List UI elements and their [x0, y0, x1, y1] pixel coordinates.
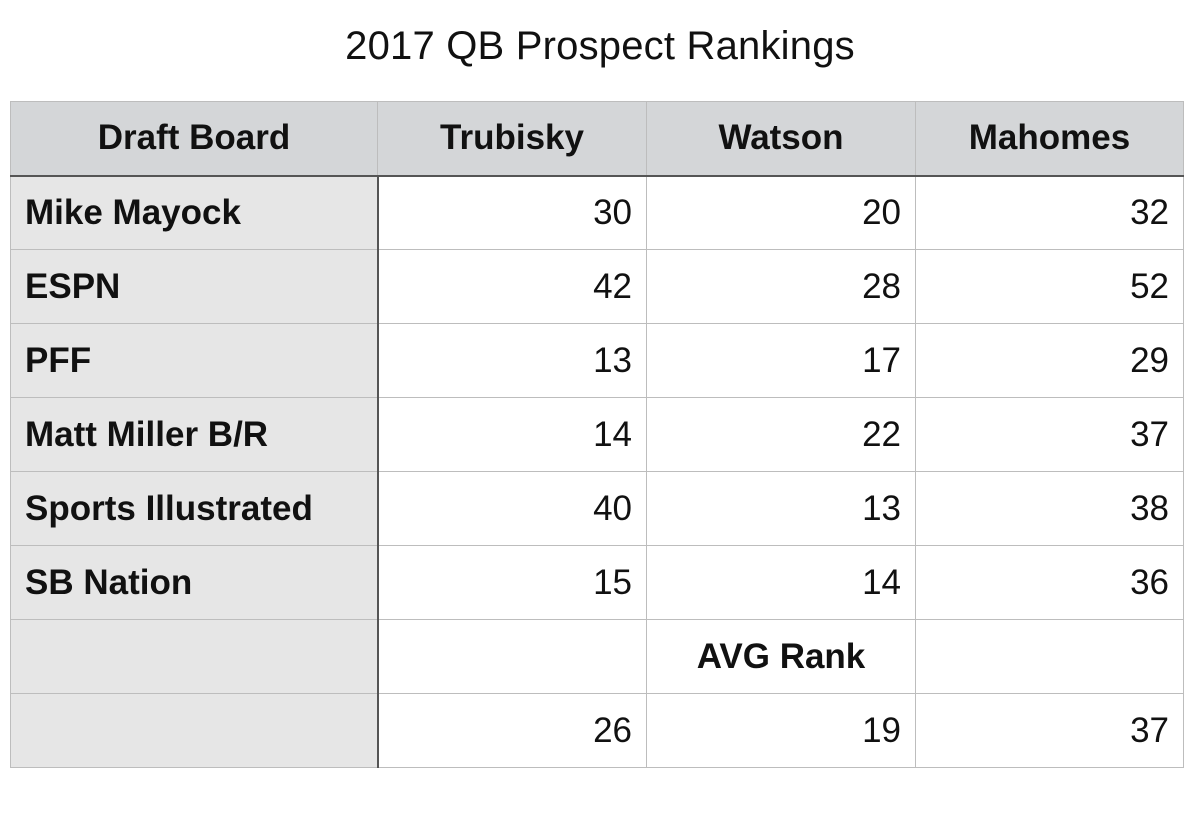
table-row: Sports Illustrated 40 13 38	[10, 471, 1184, 546]
row-header-empty	[10, 619, 379, 694]
row-header-empty	[10, 693, 379, 768]
table-row: PFF 13 17 29	[10, 323, 1184, 398]
header-row: Draft Board Trubisky Watson Mahomes	[10, 101, 1184, 177]
column-header-watson: Watson	[646, 101, 916, 177]
table-cell: 14	[646, 545, 916, 620]
table-row: Mike Mayock 30 20 32	[10, 175, 1184, 250]
row-header: ESPN	[10, 249, 379, 324]
table-row: Matt Miller B/R 14 22 37	[10, 397, 1184, 472]
column-header-trubisky: Trubisky	[377, 101, 647, 177]
avg-value-mahomes: 37	[915, 693, 1184, 768]
table-row: SB Nation 15 14 36	[10, 545, 1184, 620]
table-cell: 42	[377, 249, 647, 324]
table-cell: 13	[646, 471, 916, 546]
table-cell: 36	[915, 545, 1184, 620]
row-header: Mike Mayock	[10, 175, 379, 250]
table-cell: 17	[646, 323, 916, 398]
column-header-mahomes: Mahomes	[915, 101, 1184, 177]
avg-value-watson: 19	[646, 693, 916, 768]
chart-title: 2017 QB Prospect Rankings	[345, 24, 855, 68]
row-header: PFF	[10, 323, 379, 398]
row-header: Sports Illustrated	[10, 471, 379, 546]
table-cell-empty	[377, 619, 647, 694]
table-cell: 32	[915, 175, 1184, 250]
row-header: Matt Miller B/R	[10, 397, 379, 472]
table-cell: 15	[377, 545, 647, 620]
avg-rank-label: AVG Rank	[646, 619, 916, 694]
table-cell: 40	[377, 471, 647, 546]
table-cell: 37	[915, 397, 1184, 472]
avg-label-row: AVG Rank	[10, 619, 1184, 694]
column-header-draft-board: Draft Board	[10, 101, 378, 177]
rankings-table: Draft Board Trubisky Watson Mahomes Mike…	[10, 101, 1184, 768]
table-cell: 14	[377, 397, 647, 472]
table-cell: 28	[646, 249, 916, 324]
table-row: ESPN 42 28 52	[10, 249, 1184, 324]
table-cell: 30	[377, 175, 647, 250]
table-cell: 29	[915, 323, 1184, 398]
table-cell: 22	[646, 397, 916, 472]
avg-value-trubisky: 26	[377, 693, 647, 768]
row-header: SB Nation	[10, 545, 379, 620]
table-cell: 13	[377, 323, 647, 398]
table-cell-empty	[915, 619, 1184, 694]
table-cell: 52	[915, 249, 1184, 324]
table-cell: 20	[646, 175, 916, 250]
table-cell: 38	[915, 471, 1184, 546]
avg-values-row: 26 19 37	[10, 693, 1184, 768]
